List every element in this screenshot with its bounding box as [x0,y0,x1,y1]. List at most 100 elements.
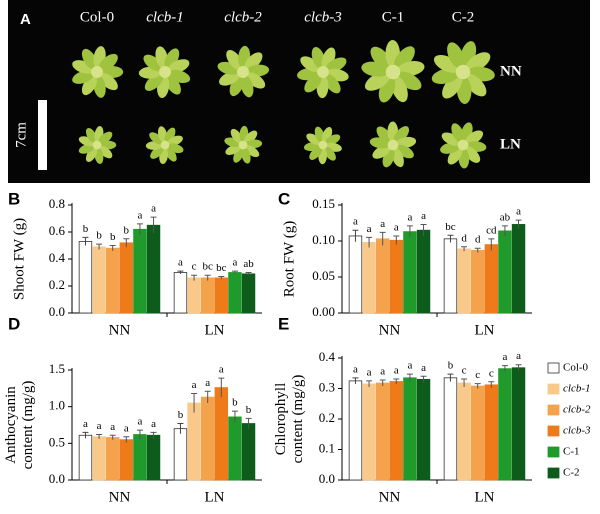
legend-label: C-2 [563,467,580,479]
leaf [98,131,113,145]
bar [241,423,256,481]
x-tick-label: NN [109,322,131,338]
bar [187,277,201,314]
leaf [465,52,491,72]
bar [78,434,93,481]
error-bar [177,423,184,434]
leaf [165,74,181,95]
legend-swatch [547,404,560,416]
bar [173,428,188,481]
error-bar [109,245,116,251]
row-label: NN [500,63,522,79]
significance-letter: a [394,221,399,233]
leaf [447,146,463,165]
x-tick-label: LN [475,322,495,338]
leaf [241,147,251,164]
bar [498,230,512,314]
significance-letter: a [110,421,115,433]
rosette-center [238,140,248,150]
leaf [376,126,393,144]
significance-letter: a [516,350,521,362]
leaf [240,75,254,98]
bar [146,224,161,314]
bar [214,387,229,481]
panel-label: C [278,189,290,208]
bar [470,249,485,314]
significance-letter: b [110,231,116,243]
bar [362,383,376,481]
bar [362,242,376,314]
leaf [244,130,258,144]
leaf [230,128,243,144]
bar [389,381,404,481]
significance-letter: a [232,257,237,269]
error-bar [447,234,454,243]
error-bar [488,381,495,388]
bar [511,367,526,481]
rosette-center [457,139,469,151]
leaf [391,75,408,103]
error-bar [461,378,468,387]
significance-letter: a [192,379,197,391]
bar [348,235,363,314]
bar [375,382,390,481]
significance-letter: bc [216,262,227,274]
significance-letter: a [219,364,224,376]
leaf [225,144,241,155]
significance-letter: bc [202,261,213,273]
significance-letter: a [367,223,372,235]
significance-letter: a [353,363,358,375]
error-bar [352,377,359,384]
column-label: clcb-3 [304,9,341,25]
error-bar [150,216,157,234]
x-tick-label: NN [379,322,401,338]
legend-swatch [547,362,560,374]
x-tick-label: NN [379,489,401,505]
error-bar [123,436,130,443]
error-bar [447,373,454,382]
panel-label: A [20,11,31,28]
legend-label: Col-0 [563,362,589,374]
bar [241,273,256,314]
error-bar [231,270,238,274]
bar [484,384,499,481]
bar [119,242,134,314]
legend-swatch [547,383,560,395]
leaf [143,54,163,72]
bar [484,244,499,314]
bar [133,228,147,314]
error-bar [501,225,508,236]
legend-label: clcb-2 [563,404,591,416]
plant-photos [72,39,495,169]
y-axis-label: content (mg/g) [20,381,36,470]
rosette-center [385,64,401,80]
significance-letter: a [124,422,129,434]
error-bar [96,434,103,439]
significance-letter: a [407,211,412,223]
leaf [81,48,98,70]
y-tick-label: 0.15 [312,196,335,211]
significance-letter: a [421,362,426,374]
significance-letter: a [502,351,507,363]
error-bar [515,219,522,229]
error-bar [461,246,468,252]
leaf [150,145,164,159]
leaf [85,146,98,162]
significance-letter: a [394,365,399,377]
significance-letter: a [178,257,183,269]
bar [214,277,229,314]
leaf [324,134,341,146]
leaf [464,73,487,97]
leaf [391,147,404,168]
rosette-center [160,140,170,150]
bar [133,434,147,481]
error-bar [474,247,481,253]
legend-label: clcb-1 [563,383,590,395]
bar [173,272,188,314]
error-bar [96,243,103,250]
significance-letter: a [205,377,210,389]
bar [416,378,431,481]
error-bar [393,378,400,384]
legend-label: clcb-3 [563,425,591,437]
